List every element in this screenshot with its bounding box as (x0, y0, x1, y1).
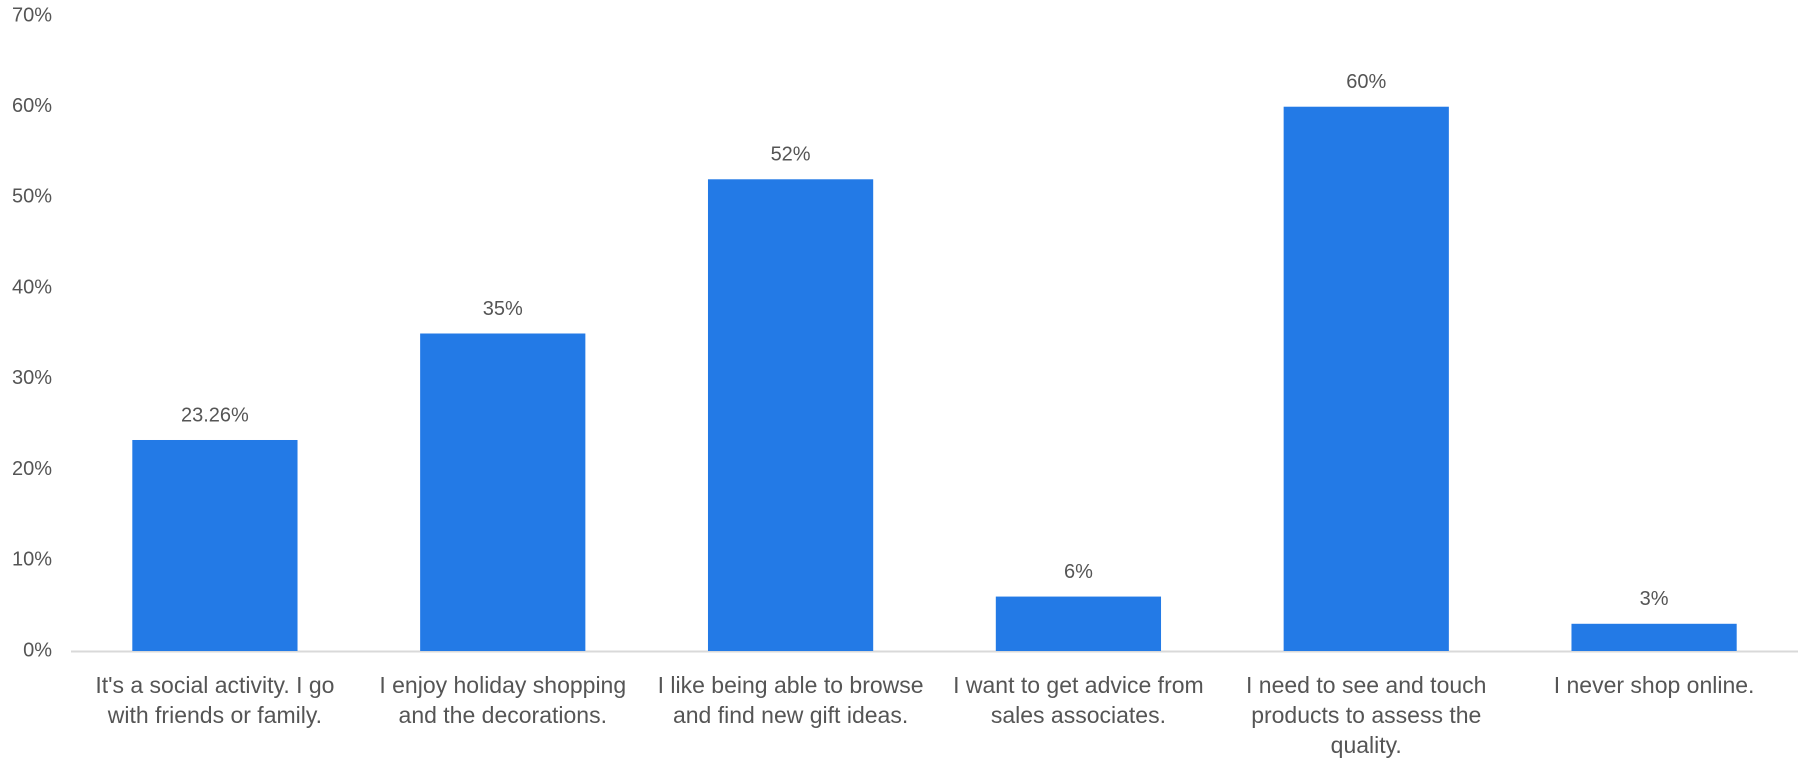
value-label: 35% (483, 298, 523, 320)
value-label: 23.26% (181, 404, 249, 426)
bar (707, 179, 874, 652)
x-tick-label: I need to see and touch products to asse… (1246, 672, 1487, 758)
bar (1283, 106, 1449, 651)
y-tick-label: 40% (12, 276, 52, 298)
bar (132, 439, 298, 651)
value-label: 3% (1640, 588, 1669, 610)
x-tick-label: I like being able to browse and find new… (657, 672, 924, 728)
y-tick-label: 30% (12, 367, 52, 389)
y-tick-label: 20% (12, 458, 52, 480)
bar (1571, 623, 1737, 651)
bar (995, 596, 1162, 651)
y-tick-label: 50% (12, 186, 52, 208)
y-tick-label: 60% (12, 95, 52, 117)
bar (420, 333, 586, 651)
x-tick-label: I enjoy holiday shopping and the decorat… (379, 672, 627, 728)
x-tick-label: I never shop online. (1553, 672, 1755, 698)
value-label: 6% (1064, 561, 1093, 583)
y-tick-label: 10% (12, 549, 52, 571)
value-label: 52% (771, 144, 811, 166)
x-tick-label: I want to get advice from sales associat… (953, 672, 1204, 728)
value-label: 60% (1346, 71, 1386, 93)
x-tick-label: It's a social activity. I go with friend… (95, 672, 335, 728)
y-tick-label: 0% (23, 639, 52, 661)
y-tick-label: 70% (12, 4, 52, 26)
